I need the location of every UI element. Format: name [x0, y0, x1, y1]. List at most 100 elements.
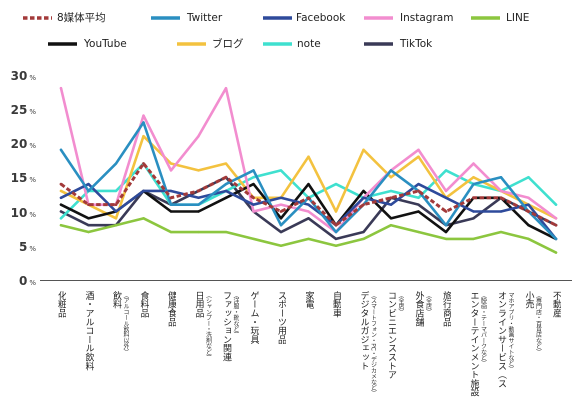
x-tick-label-sub: マホアプリ・動画サイトなど） [507, 292, 514, 372]
legend-label: TikTok [400, 38, 433, 50]
data-point [197, 189, 200, 193]
data-point [527, 176, 530, 179]
y-tick-unit: % [29, 176, 36, 185]
y-tick-label: 20% [0, 135, 36, 151]
data-point [554, 237, 558, 241]
x-tick-label: 自動車 [331, 291, 341, 405]
data-point [59, 224, 63, 227]
data-point [417, 182, 420, 186]
data-point [252, 169, 255, 172]
y-tick-value: 10 [10, 205, 28, 220]
data-point [554, 251, 558, 254]
data-point [114, 162, 118, 165]
data-point [169, 169, 173, 172]
data-point [169, 230, 173, 234]
data-point [527, 203, 530, 206]
y-tick-label: 10% [0, 204, 36, 220]
x-tick-label: 外食店舗 （全店） [414, 291, 432, 405]
data-point [334, 230, 338, 234]
data-point [499, 196, 503, 200]
x-tick-label: 飲料 （アルコール飲料以外） [111, 291, 129, 405]
legend-label: ブログ [212, 38, 244, 50]
data-point [197, 210, 200, 213]
data-point [87, 189, 90, 193]
data-point [224, 182, 228, 186]
y-tick-unit: % [29, 244, 36, 253]
y-tick-value: 0 [18, 274, 28, 288]
x-tick-label-sub: （全店） [397, 292, 404, 315]
y-tick-value: 5 [18, 239, 28, 254]
data-point [169, 196, 173, 200]
data-point [389, 196, 393, 200]
x-tick-label-main: ファッション関連 [221, 291, 231, 362]
x-tick-label-main: 酒・アルコール飲料 [83, 291, 94, 371]
x-tick-label-sub: （スマートフォン・PC・デジカメなど） [369, 292, 377, 397]
data-point [114, 210, 118, 213]
data-point [362, 148, 365, 152]
x-tick-label: コンビニエンスストア （全店） [386, 291, 404, 405]
y-tick-label: 15% [0, 169, 36, 185]
y-tick-value: 25 [10, 102, 28, 117]
x-tick-label-main: ゲーム・玩具 [248, 291, 259, 344]
legend-label: Facebook [296, 12, 346, 24]
legend-swatch [471, 16, 500, 20]
data-point [197, 230, 200, 234]
data-point [59, 217, 63, 220]
y-tick-unit: % [29, 142, 36, 150]
legend-swatch [364, 16, 393, 20]
data-point [169, 203, 173, 206]
data-point [334, 244, 338, 247]
x-tick-label-main: 日用品 [193, 291, 204, 318]
legend-swatch [364, 42, 393, 46]
x-tick-label-sub: （映画・テーマパークなど） [479, 292, 487, 367]
data-point [59, 196, 63, 199]
data-point [279, 244, 283, 247]
data-point [307, 210, 310, 213]
data-point [87, 182, 90, 186]
data-point [472, 237, 475, 241]
legend-swatch [177, 42, 206, 46]
data-point [279, 203, 283, 206]
data-point [389, 217, 393, 220]
data-point [472, 210, 475, 213]
data-point [472, 196, 475, 200]
data-point [389, 169, 393, 172]
x-tick-label: ゲーム・玩具 [249, 291, 259, 405]
data-point [472, 182, 475, 186]
data-point [307, 237, 310, 241]
x-tick-label-sub: （洋服・靴など） [232, 292, 239, 338]
series-line [59, 217, 558, 254]
data-point [59, 148, 63, 152]
data-point [142, 217, 145, 220]
data-point [499, 230, 503, 234]
x-tick-label: デジタルガジェット （スマートフォン・PC・デジカメなど） [359, 291, 377, 405]
x-tick-label-main: 家電 [303, 291, 314, 309]
y-tick-value: 15 [10, 171, 28, 186]
data-point [444, 237, 448, 241]
y-tick-unit: % [29, 73, 36, 82]
data-point [307, 203, 310, 206]
data-point [224, 175, 228, 179]
data-point [142, 134, 145, 138]
data-point [87, 217, 90, 220]
data-point [389, 203, 393, 206]
data-point [417, 230, 420, 234]
legend-swatch [263, 42, 292, 46]
x-tick-label-sub: （全店） [424, 292, 432, 315]
y-tick-unit: % [29, 107, 36, 116]
data-point [59, 210, 63, 213]
y-tick-label: 5% [0, 238, 36, 254]
data-point [389, 224, 393, 227]
data-point [334, 237, 338, 241]
data-point [224, 162, 228, 165]
data-point [169, 162, 173, 165]
data-point [252, 203, 255, 206]
data-point [252, 176, 255, 179]
x-tick-label-main: 小売 [523, 291, 534, 309]
x-tick-label-main: デジタルガジェット [358, 291, 369, 371]
data-point [142, 189, 145, 193]
